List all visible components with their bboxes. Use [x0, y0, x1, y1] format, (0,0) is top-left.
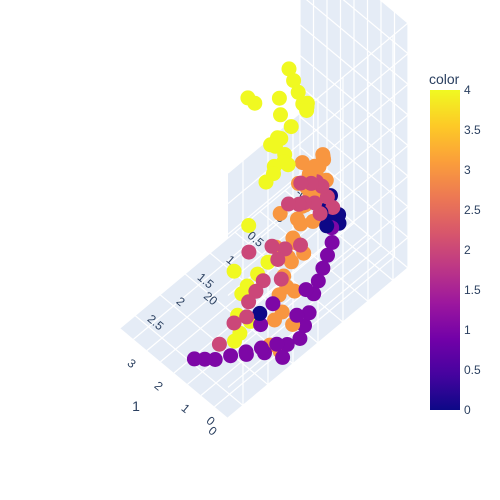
scatter-point[interactable] [238, 344, 254, 360]
scatter-point[interactable] [211, 336, 227, 352]
scatter-point[interactable] [315, 260, 331, 276]
scatter-point[interactable] [320, 247, 335, 263]
scatter-point[interactable] [292, 331, 308, 346]
scatter-point[interactable] [253, 340, 269, 356]
scatter-point[interactable] [283, 119, 299, 135]
scatter-point[interactable] [319, 218, 335, 234]
scatter-point[interactable] [315, 147, 331, 163]
scatter-point[interactable] [280, 157, 296, 173]
scatter-point[interactable] [241, 244, 257, 260]
grid-line [227, 22, 409, 174]
colorbar-tick-label: 3 [464, 163, 471, 177]
scatter-point[interactable] [241, 294, 257, 310]
scatter-point[interactable] [281, 196, 296, 212]
x-tick-label: 2 [152, 378, 166, 393]
scatter-point[interactable] [275, 349, 291, 365]
grid-line [227, 175, 409, 327]
x-tick-label: 1 [179, 401, 193, 416]
colorbar-tick-label: 4 [464, 83, 471, 97]
scatter-point[interactable] [298, 282, 314, 298]
scatter-point[interactable] [226, 315, 242, 331]
scatter-point[interactable] [239, 309, 255, 325]
grid-line [227, 267, 409, 419]
scatter-point[interactable] [186, 351, 202, 367]
scatter-point[interactable] [310, 273, 326, 289]
scatter-point[interactable] [293, 175, 309, 191]
colorbar-gradient [430, 90, 460, 410]
scatter-point[interactable] [270, 252, 286, 267]
colorbar-tick-label: 0 [464, 403, 471, 417]
scatter-point[interactable] [290, 84, 306, 100]
colorbar-ticks: 0 0.5 1 1.5 2 2.5 3 3.5 4 [464, 83, 481, 417]
colorbar-tick-label: 1.5 [464, 283, 481, 297]
colorbar-tick-label: 3.5 [464, 123, 481, 137]
colorbar-tick-label: 0.5 [464, 363, 481, 377]
scatter-point[interactable] [293, 237, 308, 253]
scatter-point[interactable] [277, 241, 293, 257]
scatter-point[interactable] [267, 138, 283, 154]
scatter-point[interactable] [267, 312, 282, 328]
scatter-point[interactable] [281, 61, 297, 77]
scatter-point[interactable] [289, 307, 305, 323]
grid-line [379, 0, 409, 24]
scatter-point[interactable] [265, 296, 281, 312]
colorbar-tick-label: 2 [464, 243, 471, 257]
x-tick-label: 3 [125, 356, 139, 371]
scatter-points[interactable] [186, 61, 347, 367]
scatter-point[interactable] [324, 235, 340, 250]
scatter-point[interactable] [264, 238, 280, 254]
colorbar-tick-label: 1 [464, 323, 471, 337]
colorbar-title: color [429, 71, 460, 87]
scatter-point[interactable] [301, 305, 317, 321]
scatter-point[interactable] [273, 271, 289, 287]
scatter-point[interactable] [240, 90, 256, 106]
scatter-point[interactable] [290, 211, 305, 227]
scatter-point[interactable] [266, 166, 281, 182]
scatter-point[interactable] [299, 103, 315, 118]
colorbar-tick-label: 2.5 [464, 203, 481, 217]
grid-line [227, 53, 409, 205]
scatter-point[interactable] [223, 348, 239, 364]
scatter-point[interactable] [286, 73, 302, 89]
scatter-point[interactable] [226, 263, 242, 279]
colorbar: color 0 0.5 1 1.5 2 2.5 3 3.5 4 [429, 71, 481, 417]
scatter-point[interactable] [273, 107, 288, 123]
scatter-point[interactable] [248, 283, 264, 299]
scatter-point[interactable] [253, 317, 269, 333]
scatter-point[interactable] [241, 218, 257, 233]
scatter-point[interactable] [297, 318, 312, 334]
scatter-point[interactable] [252, 305, 268, 321]
scatter-point[interactable] [269, 336, 285, 352]
scatter-point[interactable] [255, 273, 271, 289]
grid-line [227, 236, 409, 388]
scatter-point[interactable] [294, 155, 310, 171]
scatter-point[interactable] [227, 333, 242, 349]
x-axis-title: 1 [132, 398, 140, 414]
scatter-point[interactable] [271, 90, 287, 106]
